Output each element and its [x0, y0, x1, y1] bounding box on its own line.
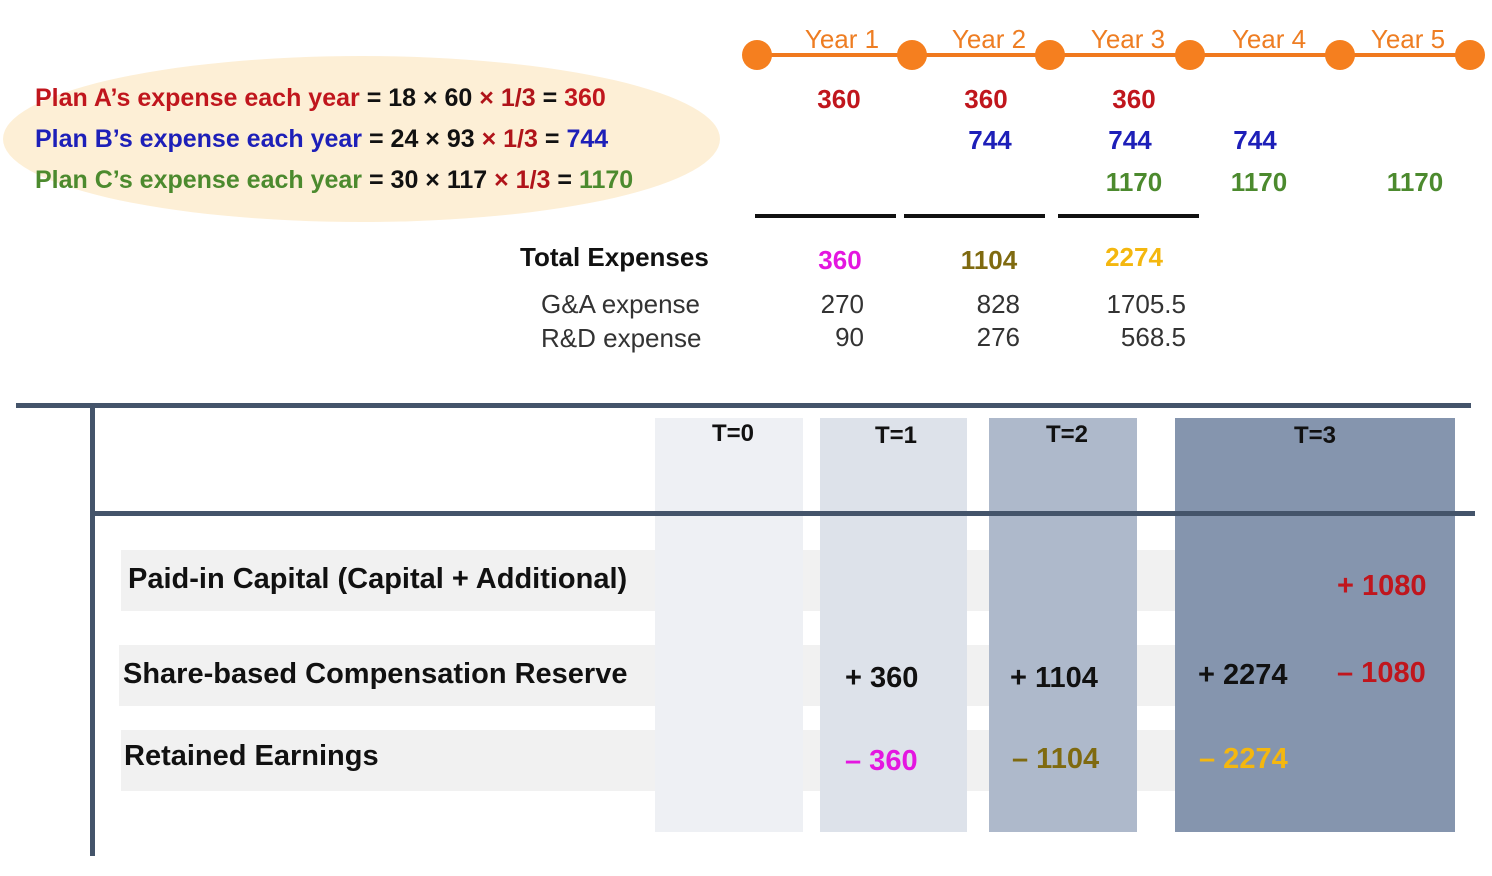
- plan-c-formula: Plan C’s expense each year = 30 × 117 × …: [35, 166, 634, 194]
- timeline-dot: [897, 40, 927, 70]
- total-expenses-label: Total Expenses: [520, 242, 709, 272]
- timeline-dot: [1035, 40, 1065, 70]
- total-year3: 2274: [1105, 242, 1163, 272]
- plan-c-year3: 1170: [1105, 167, 1163, 197]
- col-header-t3: T=3: [1293, 422, 1337, 449]
- timeline-dot: [742, 40, 772, 70]
- plan-a-year1: 360: [817, 84, 861, 114]
- timeline-dot: [1175, 40, 1205, 70]
- col-header-t0: T=0: [711, 420, 755, 447]
- plan-a-year2: 360: [964, 84, 1008, 114]
- rd-year2: 276: [976, 322, 1020, 352]
- retained-t2-value: – 1104: [1012, 743, 1100, 775]
- table-vertical-rule: [90, 406, 95, 856]
- table-top-rule: [16, 403, 1471, 408]
- reserve-t3-transfer-value: – 1080: [1337, 657, 1426, 689]
- column-t0: [655, 418, 803, 832]
- plan-a-formula: Plan A’s expense each year = 18 × 60 × 1…: [35, 84, 606, 112]
- col-header-t1: T=1: [874, 422, 918, 449]
- table-header-rule: [93, 511, 1475, 516]
- timeline-dot: [1325, 40, 1355, 70]
- plan-b-year3: 744: [1108, 125, 1152, 155]
- ga-year3: 1705.5: [1106, 289, 1186, 319]
- sum-underline: [1058, 214, 1199, 218]
- column-t2: [989, 418, 1137, 832]
- ga-year1: 270: [820, 289, 864, 319]
- timeline-dot: [1455, 40, 1485, 70]
- column-t1: [820, 418, 967, 832]
- total-year1: 360: [818, 245, 862, 275]
- year-label: Year 4: [1231, 24, 1307, 54]
- col-header-t2: T=2: [1045, 421, 1089, 448]
- year-label: Year 3: [1090, 24, 1166, 54]
- ga-year2: 828: [976, 289, 1020, 319]
- paid-in-t3-value: + 1080: [1337, 570, 1427, 602]
- retained-t3-value: – 2274: [1199, 743, 1288, 775]
- total-year2: 1104: [960, 245, 1018, 275]
- plan-b-formula: Plan B’s expense each year = 24 × 93 × 1…: [35, 125, 609, 153]
- plans-highlight: [3, 56, 720, 222]
- reserve-t2-value: + 1104: [1010, 662, 1098, 694]
- timeline-axis: [757, 53, 1470, 57]
- plan-a-year3: 360: [1112, 84, 1156, 114]
- retained-t1-value: – 360: [845, 745, 918, 777]
- column-t3: [1175, 418, 1455, 832]
- row-label-share-based-reserve: Share-based Compensation Reserve: [123, 658, 628, 690]
- row-label-paid-in-capital: Paid-in Capital (Capital + Additional): [128, 563, 628, 595]
- reserve-t1-value: + 360: [845, 662, 919, 694]
- rd-year1: 90: [835, 322, 864, 352]
- year-label: Year 1: [804, 24, 880, 54]
- plan-c-year5: 1170: [1386, 167, 1444, 197]
- row-label-retained-earnings: Retained Earnings: [124, 740, 379, 772]
- rd-year3: 568.5: [1120, 322, 1186, 352]
- rd-expense-label: R&D expense: [541, 323, 702, 353]
- year-label: Year 2: [951, 24, 1027, 54]
- year-label: Year 5: [1370, 24, 1446, 54]
- sum-underline: [755, 214, 896, 218]
- sum-underline: [904, 214, 1045, 218]
- reserve-t3-value: + 2274: [1198, 659, 1288, 691]
- ga-expense-label: G&A expense: [541, 289, 700, 319]
- plan-b-year4: 744: [1233, 125, 1277, 155]
- plan-c-year4: 1170: [1230, 167, 1288, 197]
- plan-b-year2: 744: [968, 125, 1012, 155]
